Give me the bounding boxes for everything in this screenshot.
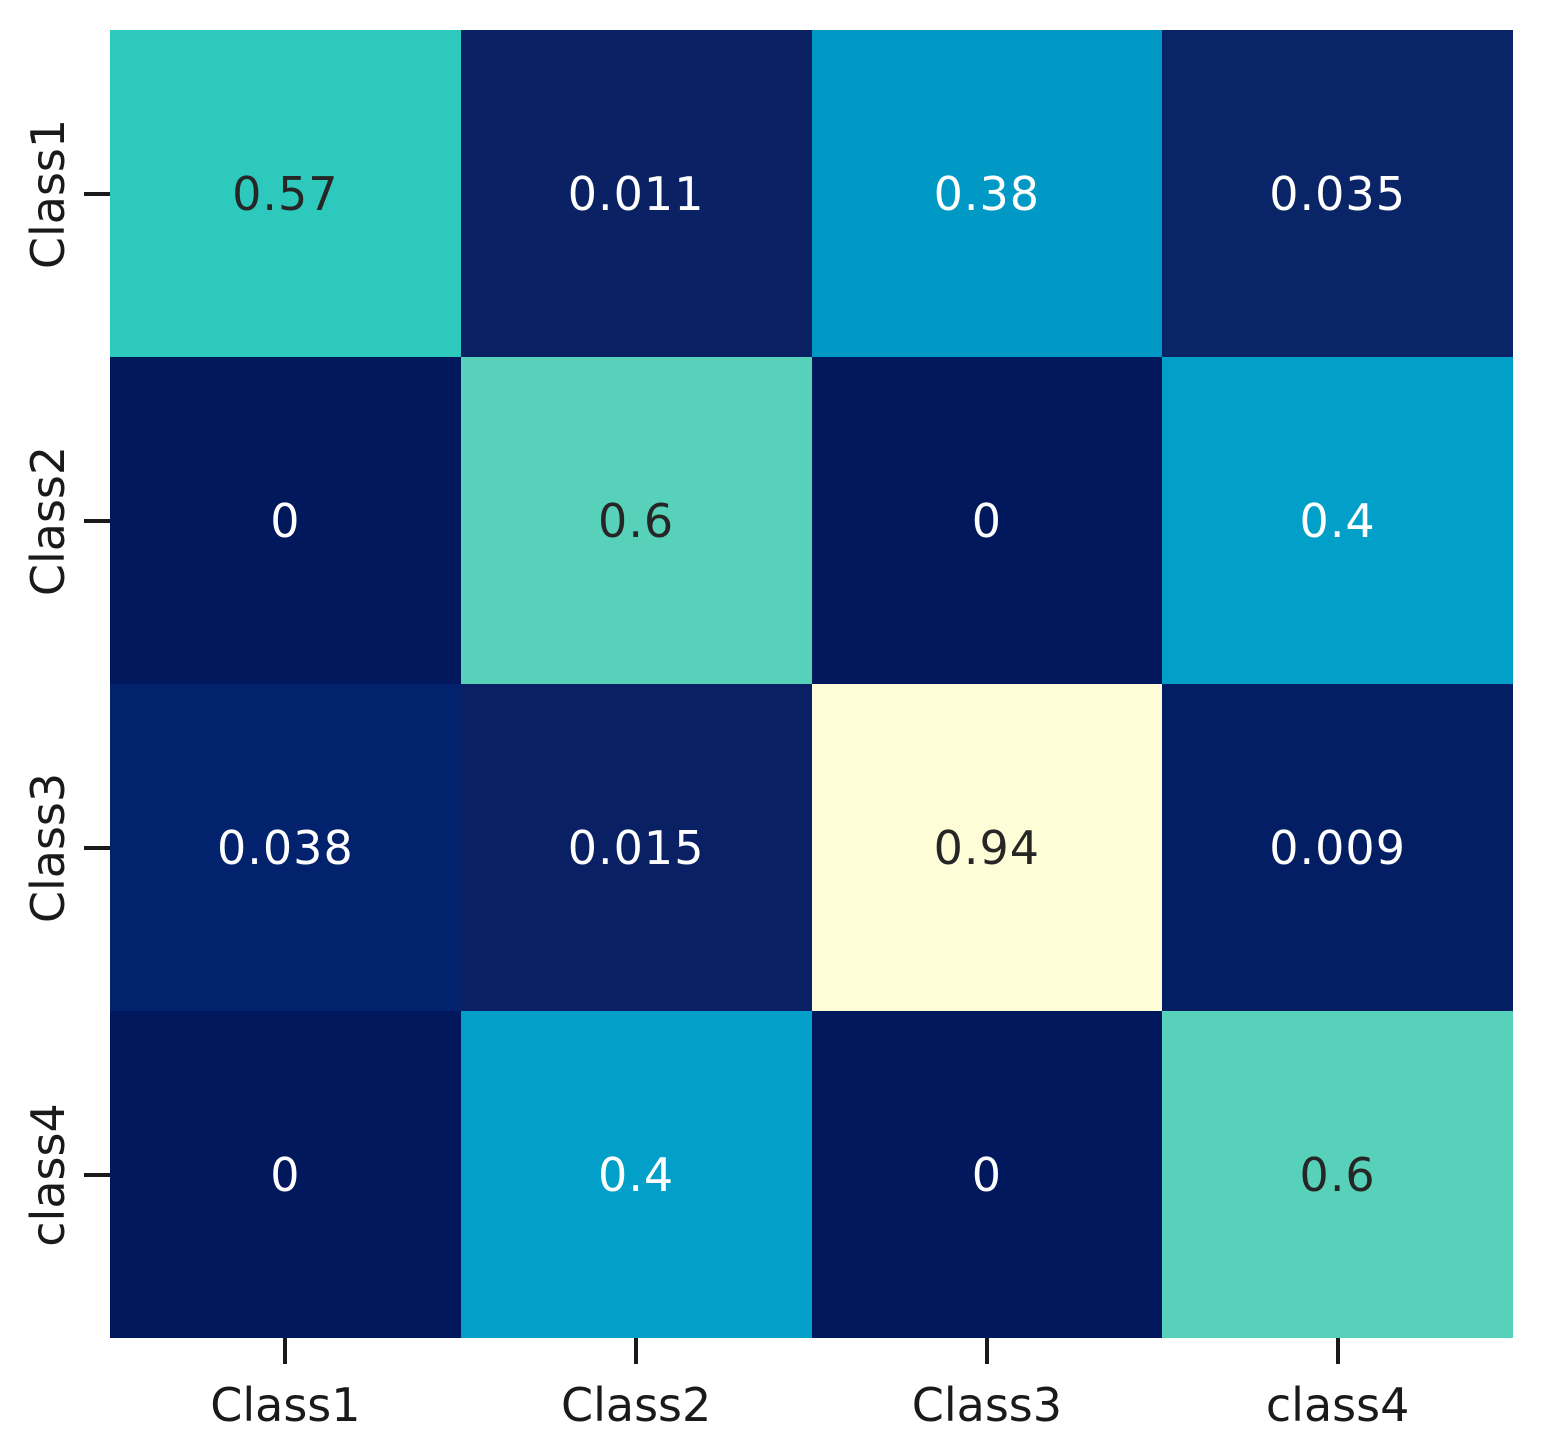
heatmap-cell: 0.009 [1162,684,1513,1011]
cell-value-label: 0.4 [1299,493,1376,548]
y-axis-tick-mark [84,518,110,523]
x-axis-tick-mark [1335,1338,1340,1364]
x-axis-tick-label: Class1 [210,1378,361,1432]
cell-value-label: 0.38 [933,166,1041,221]
cell-value-label: 0 [270,1147,301,1202]
y-axis-tick-label: Class3 [21,772,75,923]
heatmap-cell: 0 [110,1011,461,1338]
heatmap-cell: 0.94 [811,684,1163,1011]
cell-value-label: 0.57 [232,166,339,221]
cell-value-label: 0 [270,493,301,548]
heatmap-cell: 0 [811,1011,1163,1338]
heatmap-cell: 0 [811,357,1163,684]
cell-value-label: 0.035 [1269,166,1406,221]
cell-value-label: 0.011 [567,166,705,221]
y-axis-tick-mark [84,191,110,196]
cell-value-label: 0 [971,1147,1003,1202]
x-axis-tick-mark [634,1338,639,1364]
y-axis-tick-mark [84,1172,110,1177]
cell-value-label: 0.038 [217,820,354,875]
y-axis-tick-label: Class2 [21,445,75,596]
x-axis-tick-label: Class3 [911,1378,1063,1432]
y-axis-tick-mark [84,845,110,850]
heatmap-cell: 0.015 [460,684,812,1011]
heatmap-grid: 0.57 0.011 0.38 0.035 0 0.6 0 0.4 0.038 0.015 0.94… [110,30,1513,1338]
x-axis-tick-mark [283,1338,288,1364]
cell-value-label: 0.009 [1269,820,1406,875]
x-axis-tick-label: class4 [1265,1378,1410,1432]
heatmap-cell: 0 [110,357,461,684]
x-axis-tick-label: Class2 [560,1378,712,1432]
cell-value-label: 0.94 [933,820,1041,875]
y-axis-tick-label: class4 [21,1102,75,1247]
heatmap-cell: 0.6 [460,357,812,684]
heatmap-cell: 0.011 [460,30,812,357]
x-axis-tick-mark [984,1338,989,1364]
heatmap-cell: 0.038 [110,684,461,1011]
cell-value-label: 0 [971,493,1003,548]
heatmap-cell: 0.4 [460,1011,812,1338]
heatmap-cell: 0.57 [110,30,461,357]
cell-value-label: 0.6 [1299,1147,1376,1202]
cell-value-label: 0.6 [598,493,675,548]
heatmap-cell: 0.38 [811,30,1163,357]
heatmap-cell: 0.6 [1162,1011,1513,1338]
heatmap-cell: 0.035 [1162,30,1513,357]
y-axis-tick-label: Class1 [21,118,75,269]
heatmap-cell: 0.4 [1162,357,1513,684]
cell-value-label: 0.4 [598,1147,675,1202]
cell-value-label: 0.015 [567,820,705,875]
